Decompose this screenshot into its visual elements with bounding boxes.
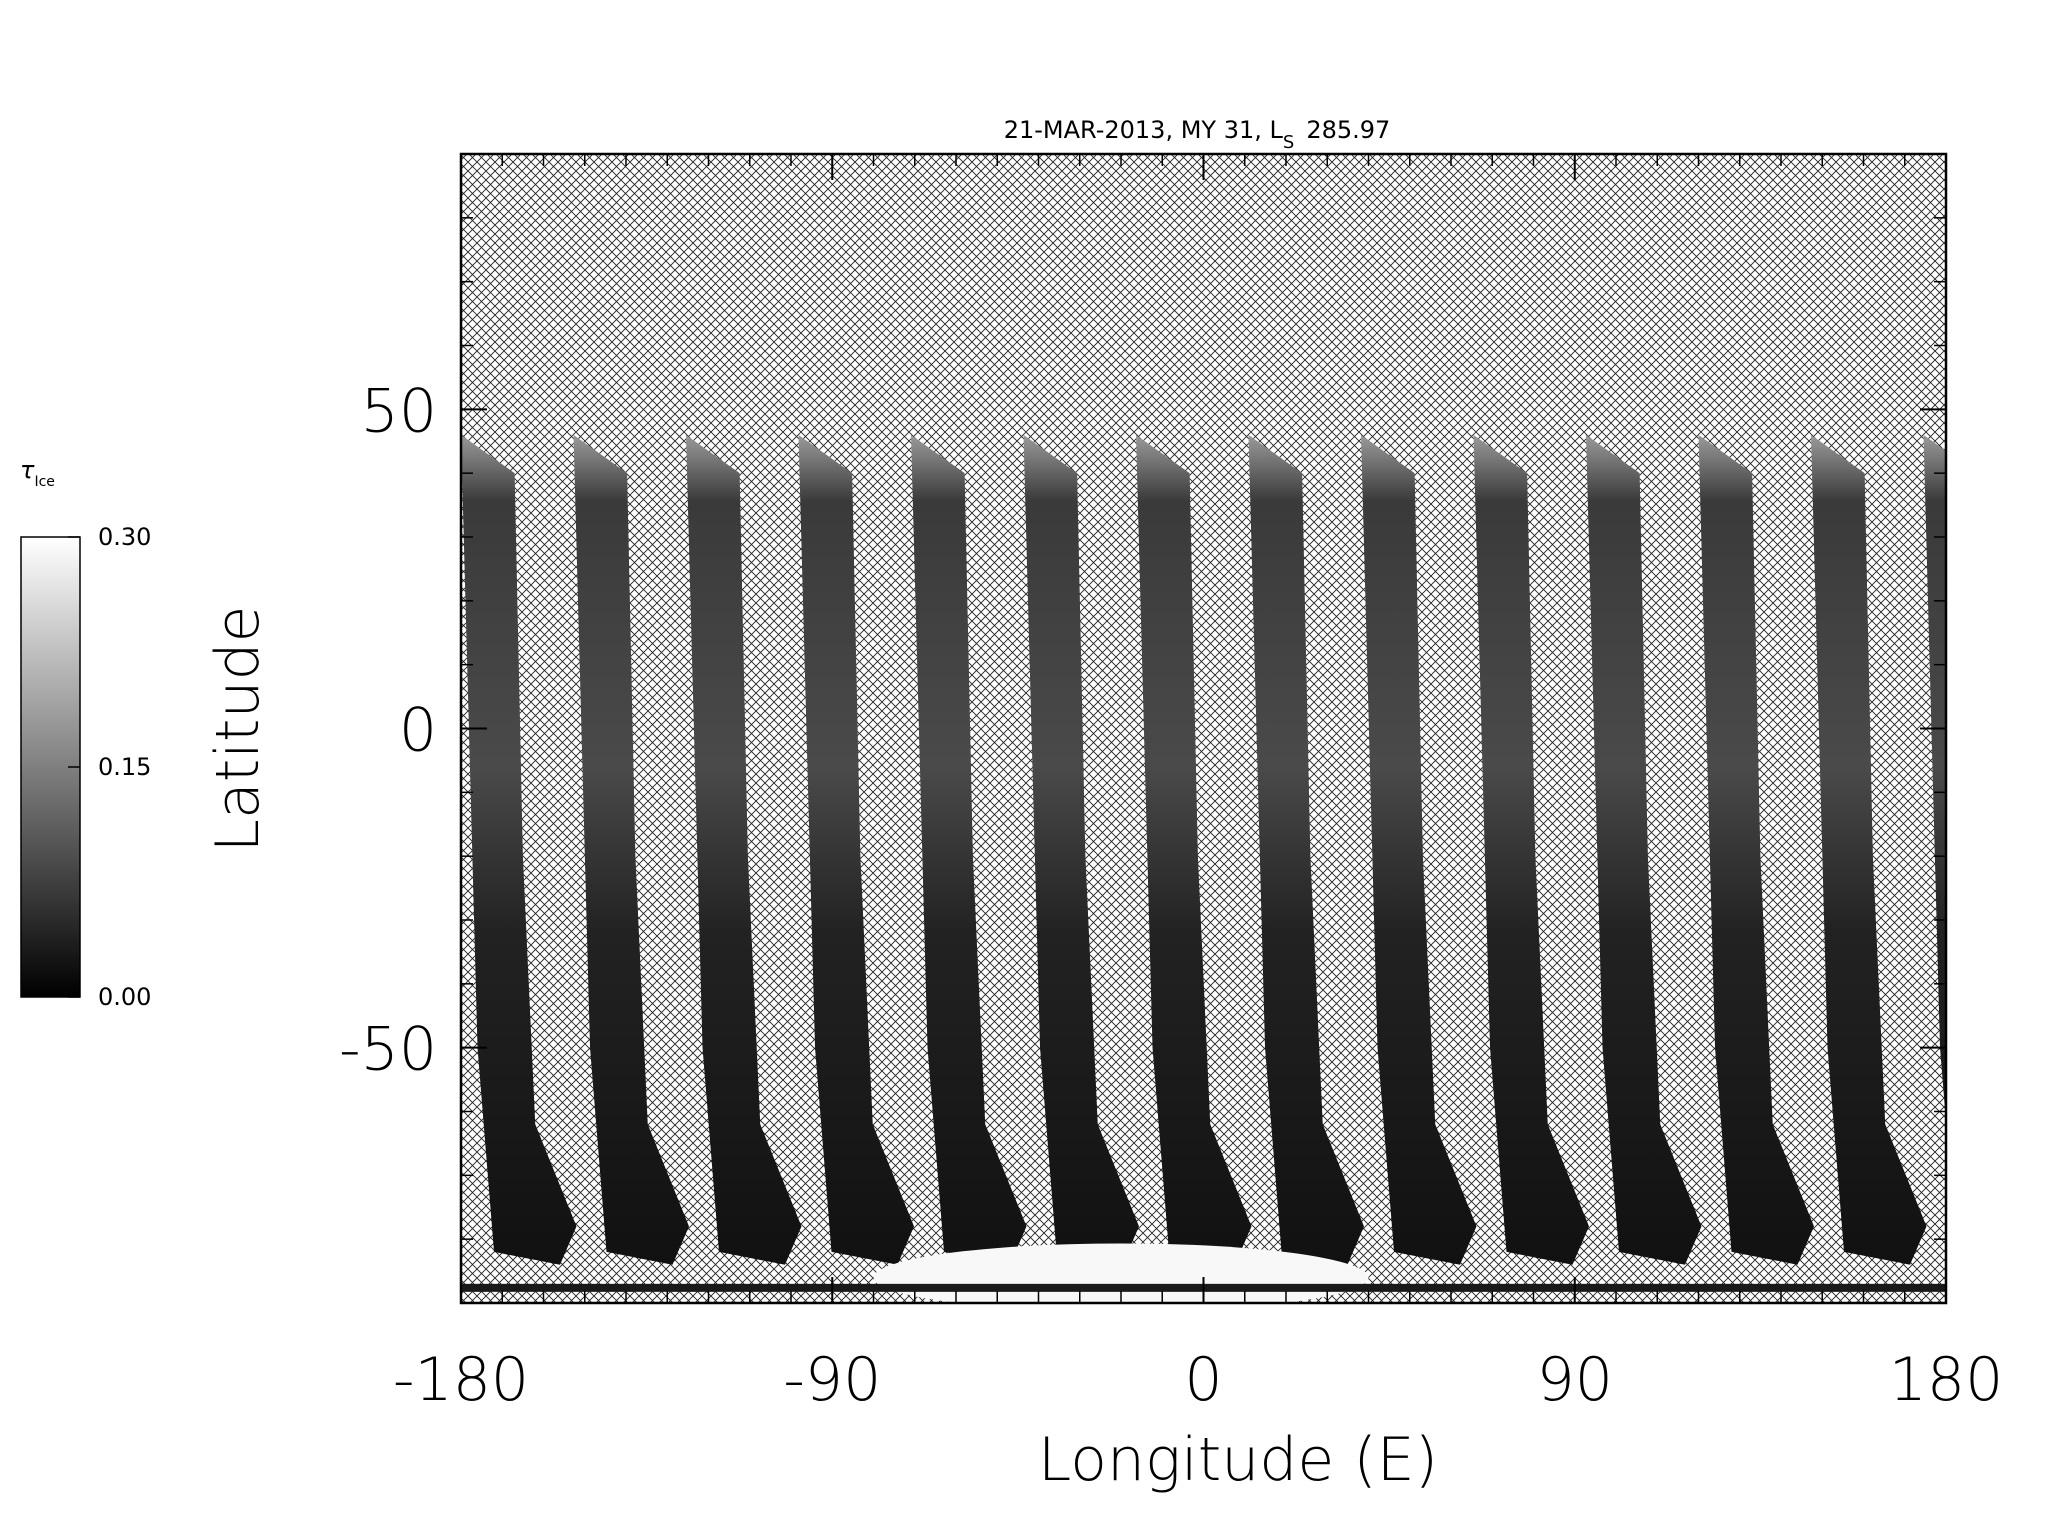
swath <box>1923 434 1946 1122</box>
x-axis-title: Longitude (E) <box>1038 1425 1438 1495</box>
swath <box>1136 434 1252 1265</box>
x-tick-label: 0 <box>1184 1345 1222 1415</box>
title-value: 285.97 <box>1306 116 1390 144</box>
colorbar-title: τIce <box>20 456 55 490</box>
x-tick-label: 90 <box>1537 1345 1613 1415</box>
swath <box>798 434 914 1265</box>
chart-title: 21-MAR-2013, MY 31, LS 285.97 <box>1004 116 1391 153</box>
plot-area <box>461 154 1946 1303</box>
colorbar-tick-label: 0.30 <box>98 523 151 551</box>
swath <box>1361 434 1477 1265</box>
x-tick-label: -90 <box>783 1345 881 1415</box>
y-axis-title: Latitude <box>203 606 273 853</box>
colorbar-tick-label: 0.00 <box>98 983 151 1011</box>
x-tick-label: 180 <box>1889 1345 2004 1415</box>
swath <box>1698 434 1814 1265</box>
swath <box>1473 434 1589 1265</box>
swath <box>1811 434 1927 1265</box>
swath <box>911 434 1027 1265</box>
swath <box>573 434 689 1265</box>
colorbar-label: τ <box>20 456 35 484</box>
colorbar-subscript: Ice <box>34 474 54 490</box>
y-tick-label: 0 <box>399 696 437 766</box>
swath <box>1023 434 1139 1265</box>
y-tick-label: -50 <box>339 1015 437 1085</box>
swath <box>461 434 577 1265</box>
x-tick-label: -180 <box>393 1345 529 1415</box>
y-tick-label: 50 <box>361 376 437 446</box>
swath <box>686 434 802 1265</box>
title-text: 21-MAR-2013, MY 31, L <box>1004 116 1284 144</box>
title-subscript: S <box>1283 132 1294 153</box>
swath <box>1586 434 1702 1265</box>
colorbar-tick-label: 0.15 <box>98 753 151 781</box>
swath <box>1248 434 1364 1265</box>
